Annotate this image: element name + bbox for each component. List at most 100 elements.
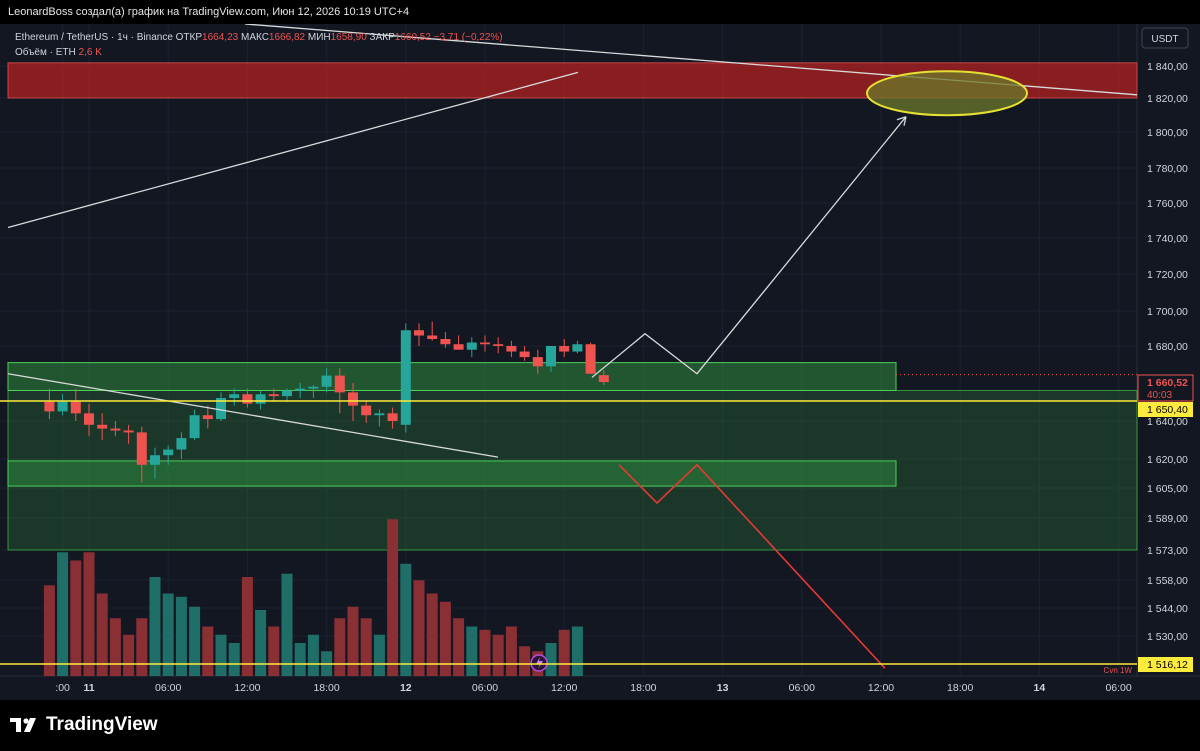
candle-body [44,401,55,412]
volume-bar [545,643,557,676]
chart-background [0,24,1200,700]
price-tick-label: 1 530,00 [1147,631,1188,643]
volume-bar [83,552,95,676]
legend-volume-value: 2,6 K [79,47,103,58]
trendline-ascending [7,71,579,229]
candle-body [532,357,543,367]
volume-bar [43,585,55,676]
candle-body [189,415,200,439]
candle-body [308,386,319,389]
volume-bar [162,593,174,676]
time-tick-label: 14 [1034,682,1046,694]
price-tick-label: 1 544,00 [1147,603,1188,615]
price-tick-label: 1 589,00 [1147,513,1188,525]
chart-area[interactable]: Сvn 1W 1 840,00 1 820,00 1 800,00 1 780,00 1… [0,23,1200,700]
price-tick-label: 1 840,00 [1147,61,1188,73]
candle-body [348,392,358,406]
target-ellipse [866,70,1028,117]
candle-body [97,424,108,429]
volume-bar [307,634,319,676]
volume-bar [347,606,359,676]
price-tick-label: 1 820,00 [1147,93,1188,105]
volume-bar [268,626,280,676]
legend: Ethereum / TetherUS · 1ч · Binance ОТКР1… [15,32,503,58]
candle-body [176,438,187,450]
time-tick-label: 18:00 [630,682,656,694]
candle-body [361,405,372,416]
volume-bar [571,626,583,676]
last-price-tag [1137,374,1194,402]
candle-body [400,330,411,425]
candle-body [123,430,134,433]
time-tick-label: 12 [400,682,412,694]
time-tick-label: 13 [717,682,729,694]
level-price-value-1516: 1 516,12 [1147,659,1188,671]
time-tick-label: 18:00 [947,682,973,694]
volume-bar [294,643,306,676]
candle-body [440,339,451,345]
price-tick-label: 1 620,00 [1147,454,1188,466]
time-tick-label: 06:00 [1105,682,1131,694]
price-tick-label: 1 573,00 [1147,545,1188,557]
candle-body [334,375,345,393]
volume-bar [136,618,148,676]
tradingview-logo[interactable]: TradingView [10,714,158,736]
support-zone-upper [7,362,897,391]
annotation-label: Сvn 1W [1104,666,1133,675]
currency-button-label: USDT [1151,34,1178,45]
time-tick-label: :00 [55,682,70,694]
price-tick-label: 1 700,00 [1147,306,1188,318]
volume-bar [439,601,451,676]
volume-bar [149,577,161,676]
legend-line-volume: Объём · ETH 2,6 K [15,46,102,58]
price-tick-label: 1 780,00 [1147,163,1188,175]
candle-body [559,346,570,352]
volume-bar [360,618,372,676]
legend-high-value: 1666,82 [269,32,308,43]
support-zone-lower [7,460,897,487]
volume-bar [413,580,425,676]
candles-layer [44,321,609,483]
level-price-value-1650: 1 650,40 [1147,404,1188,416]
price-axis[interactable]: 1 840,00 1 820,00 1 800,00 1 780,00 1 760,00… [1137,27,1194,672]
time-tick-label: 12:00 [551,682,577,694]
volume-bar [373,634,385,676]
trendline-descending-lower [7,373,499,458]
price-tick-label: 1 640,00 [1147,416,1188,428]
legend-change: −3,71 (−0,22%) [434,32,503,43]
candle-body [136,432,147,465]
bullish-projection-path [591,116,907,378]
lightning-icon-bolt [536,657,543,669]
last-price-value: 1 660,52 [1147,377,1188,389]
legend-close-value: 1660,52 [395,32,434,43]
attribution-bar: LeonardBoss создал(а) график на TradingV… [0,0,1200,24]
candle-body [598,375,609,382]
level-price-tag-1650 [1138,402,1193,417]
candle-body [572,344,583,352]
legend-low-value: 1658,90 [331,32,370,43]
candle-body [546,346,556,367]
candle-body [374,413,385,416]
volume-bar [57,552,69,676]
price-chart[interactable]: Сvn 1W 1 840,001 820,001 800,001 780,001… [0,23,1200,700]
volume-bar [492,634,504,676]
time-tick-label: 12:00 [868,682,894,694]
legend-low-label: МИН [308,32,331,43]
legend-symbol: Ethereum / TetherUS · 1ч · Binance [15,32,176,43]
tradingview-logo-text: TradingView [46,714,158,735]
candle-body [519,351,530,358]
legend-high-label: МАКС [241,32,269,43]
drawings-layer: Сvn 1W [0,23,1138,675]
volume-bar [228,643,240,676]
time-tick-label: 11 [83,682,94,694]
candle-body [453,344,464,350]
price-tick-label: 1 760,00 [1147,198,1188,210]
price-tick-label: 1 740,00 [1147,233,1188,245]
candle-body [255,394,266,404]
bullish-projection-arrowhead [896,116,907,126]
candle-body [242,394,253,404]
time-axis[interactable]: :00 11 06:00 12:00 18:00 12 06:00 12:00 18:00 13 0… [55,682,1132,694]
bearish-projection-path [618,463,886,669]
attribution-text: LeonardBoss создал(а) график на TradingV… [8,6,410,18]
volume-bar [123,634,135,676]
